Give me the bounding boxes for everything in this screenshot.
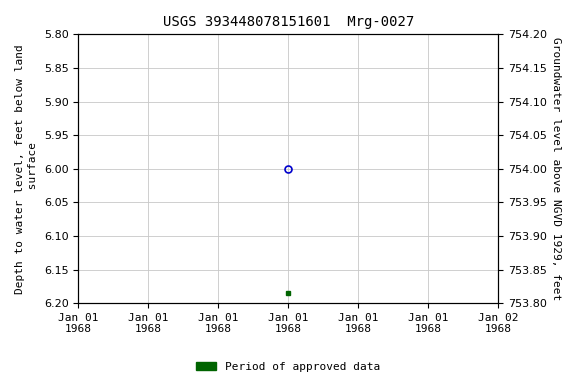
Title: USGS 393448078151601  Mrg-0027: USGS 393448078151601 Mrg-0027 <box>162 15 414 29</box>
Legend: Period of approved data: Period of approved data <box>191 358 385 377</box>
Y-axis label: Groundwater level above NGVD 1929, feet: Groundwater level above NGVD 1929, feet <box>551 37 561 300</box>
Y-axis label: Depth to water level, feet below land
 surface: Depth to water level, feet below land su… <box>15 44 38 294</box>
